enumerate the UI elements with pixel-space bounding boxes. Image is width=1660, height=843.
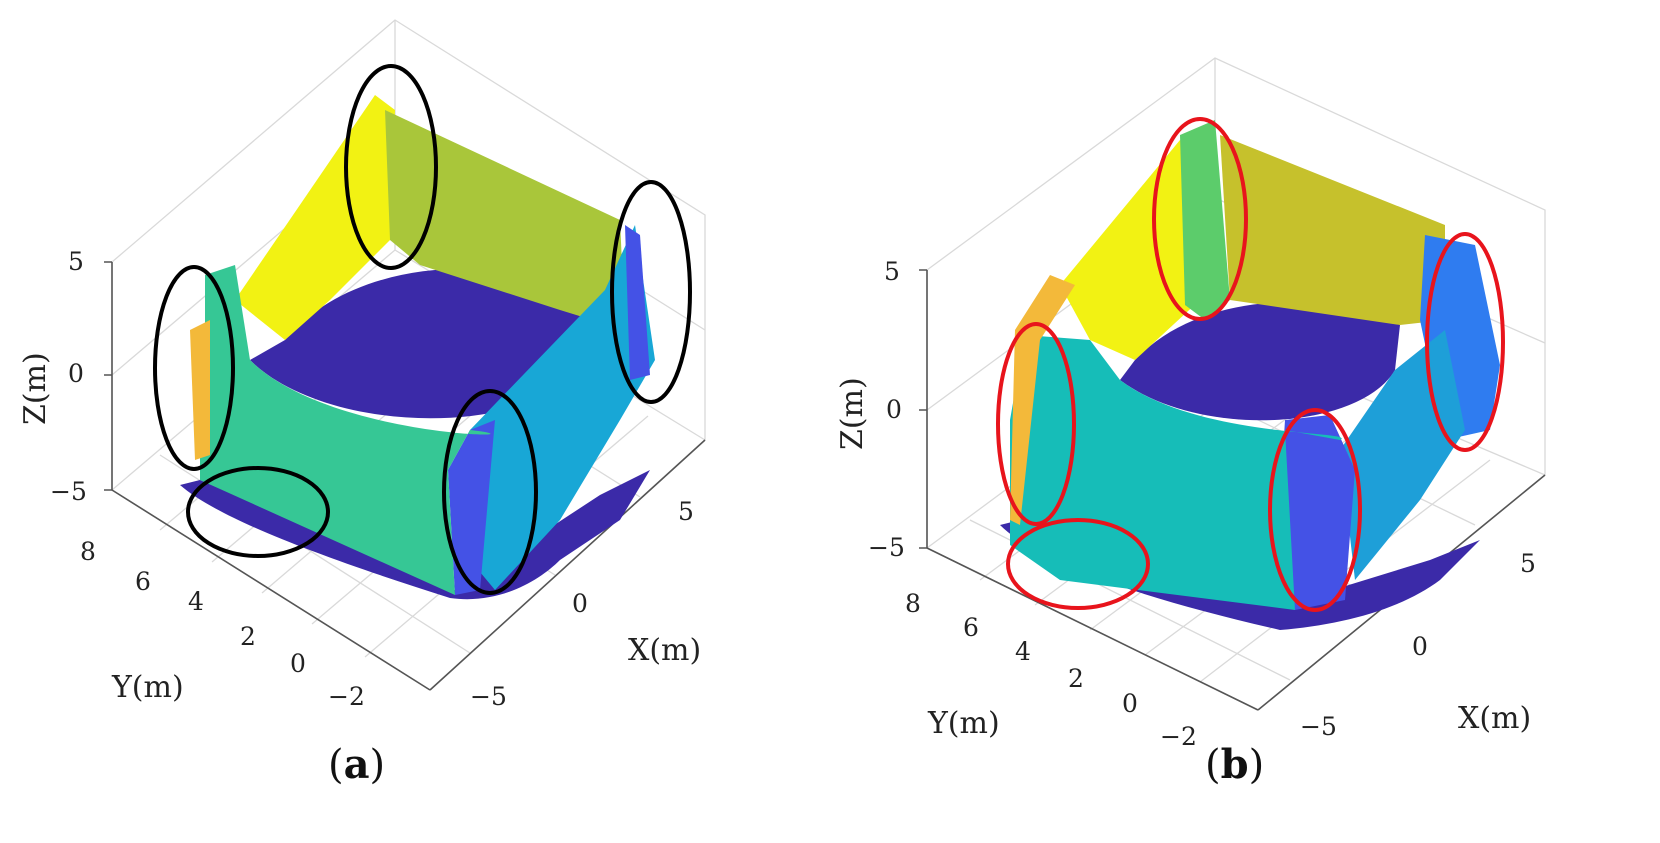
wall-orange — [190, 320, 210, 460]
panel-a-axes — [104, 261, 706, 691]
highlight-ellipse — [1425, 232, 1505, 452]
y-tick: 2 — [1068, 664, 1084, 693]
wall-teal — [1010, 335, 1342, 610]
wall-orange — [1010, 275, 1075, 525]
x-axis-label: X(m) — [628, 633, 701, 668]
highlight-ellipse — [1152, 117, 1248, 321]
y-tick: 4 — [188, 587, 204, 616]
caption-paren: ( — [328, 742, 344, 788]
floor-region — [1000, 520, 1480, 630]
panel-a-point-cloud — [180, 95, 655, 600]
floor-region — [180, 470, 650, 600]
z-tick: 5 — [68, 247, 84, 276]
z-tick: −5 — [50, 477, 87, 506]
z-tick: 0 — [68, 359, 84, 388]
y-tick: 8 — [905, 589, 921, 618]
wall-blue — [448, 420, 495, 595]
wall-green — [200, 330, 491, 595]
y-tick: −2 — [328, 682, 365, 711]
y-tick: 6 — [963, 613, 979, 642]
wall-cyan — [470, 225, 655, 590]
y-tick: 8 — [80, 537, 96, 566]
z-axis-label: Z(m) — [18, 352, 53, 425]
wall-blue — [1280, 415, 1355, 610]
wall-green — [205, 265, 250, 470]
highlight-ellipse — [1006, 518, 1150, 610]
x-tick: 0 — [572, 589, 588, 618]
highlight-ellipse — [610, 180, 692, 404]
caption-a: (a) — [328, 741, 385, 788]
x-tick: −5 — [1300, 712, 1337, 741]
highlight-ellipse — [996, 322, 1076, 526]
y-tick: −2 — [1160, 722, 1197, 751]
wall-green — [1180, 120, 1230, 320]
x-tick: −5 — [470, 682, 507, 711]
caption-paren: ) — [1249, 742, 1265, 788]
z-tick: −5 — [868, 533, 905, 562]
y-axis-label: Y(m) — [927, 706, 1000, 741]
caption-letter: a — [344, 741, 370, 788]
highlight-ellipse — [153, 265, 235, 471]
caption-paren: ( — [1205, 742, 1221, 788]
y-tick: 0 — [1122, 689, 1138, 718]
panel-a: 5 0 −5 8 6 4 2 0 −2 5 0 −5 Z(m) Y(m) X(m… — [18, 19, 706, 788]
x-axis-label: X(m) — [1458, 701, 1531, 736]
caption-paren: ) — [370, 742, 386, 788]
wall-yellow — [235, 95, 395, 340]
y-axis-label: Y(m) — [111, 670, 184, 705]
x-tick: 0 — [1412, 632, 1428, 661]
y-tick: 0 — [290, 649, 306, 678]
wall-olive — [385, 110, 625, 330]
y-tick: 2 — [240, 622, 256, 651]
panel-b-point-cloud — [1000, 120, 1500, 630]
panel-b: 5 0 −5 8 6 4 2 0 −2 5 0 −5 Z(m) Y(m) X(m… — [835, 57, 1546, 788]
floor-region — [1120, 302, 1400, 421]
wall-blue — [625, 225, 650, 380]
x-tick: 5 — [678, 497, 694, 526]
panel-b-highlights — [996, 117, 1505, 612]
z-tick: 0 — [886, 395, 902, 424]
z-axis-label: Z(m) — [835, 377, 870, 450]
highlight-ellipse — [344, 64, 438, 270]
y-tick: 6 — [135, 567, 151, 596]
x-tick: 5 — [1520, 549, 1536, 578]
y-tick: 4 — [1015, 637, 1031, 666]
z-tick: 5 — [884, 257, 900, 286]
panel-a-highlights — [153, 64, 692, 595]
wall-olive — [1220, 135, 1445, 325]
caption-b: (b) — [1205, 741, 1264, 788]
caption-letter: b — [1221, 741, 1249, 788]
wall-yellow — [1060, 140, 1200, 360]
wall-cyan — [1340, 330, 1465, 580]
highlight-ellipse — [442, 389, 538, 595]
highlight-ellipse — [1268, 408, 1362, 612]
highlight-ellipse — [186, 466, 330, 558]
